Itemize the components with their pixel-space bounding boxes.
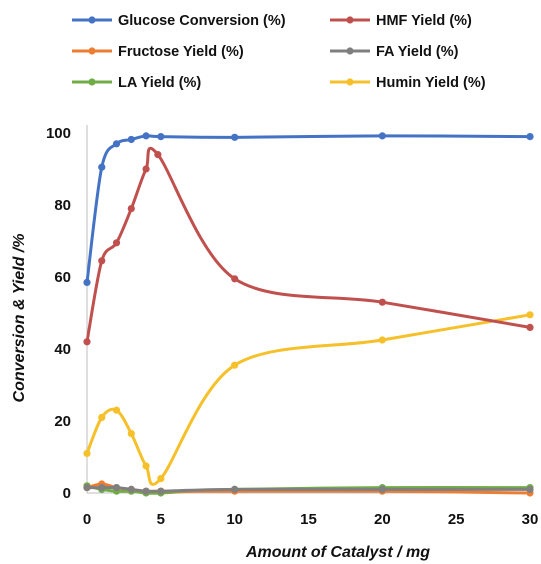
data-point xyxy=(142,488,149,495)
y-tick-label: 60 xyxy=(54,269,71,286)
data-point xyxy=(142,132,149,139)
legend-swatch-marker xyxy=(88,16,95,23)
legend-swatch-marker xyxy=(88,47,95,54)
data-point xyxy=(526,133,533,140)
data-point xyxy=(113,140,120,147)
data-point xyxy=(526,486,533,493)
series-line xyxy=(87,148,530,342)
data-point xyxy=(98,484,105,491)
data-point xyxy=(379,132,386,139)
data-point xyxy=(231,362,238,369)
legend-item: Humin Yield (%) xyxy=(330,75,486,91)
data-point xyxy=(154,151,161,158)
y-tick-label: 80 xyxy=(54,197,71,214)
y-tick-label: 40 xyxy=(54,341,71,358)
series-layer xyxy=(83,132,533,496)
series-line xyxy=(87,136,530,283)
legend-label: Humin Yield (%) xyxy=(376,75,486,91)
data-point xyxy=(231,486,238,493)
x-axis-title: Amount of Catalyst / mg xyxy=(245,544,430,561)
x-tick-label: 5 xyxy=(157,511,165,528)
legend-swatch-marker xyxy=(88,78,95,85)
data-point xyxy=(83,338,90,345)
x-tick-label: 0 xyxy=(83,511,91,528)
data-point xyxy=(83,279,90,286)
legend-item: Glucose Conversion (%) xyxy=(72,13,286,29)
y-tick-label: 0 xyxy=(63,485,71,502)
legend-item: HMF Yield (%) xyxy=(330,13,472,29)
data-point xyxy=(113,239,120,246)
legend-swatch-marker xyxy=(346,47,353,54)
x-tick-label: 10 xyxy=(226,511,243,528)
data-point xyxy=(128,486,135,493)
legend-swatch-marker xyxy=(346,78,353,85)
data-point xyxy=(231,275,238,282)
data-point xyxy=(128,430,135,437)
data-point xyxy=(379,336,386,343)
data-point xyxy=(526,311,533,318)
data-point xyxy=(128,205,135,212)
data-point xyxy=(98,164,105,171)
y-axis-title: Conversion & Yield /% xyxy=(11,234,28,403)
chart-legend: Glucose Conversion (%) HMF Yield (%) Fruct… xyxy=(72,13,486,91)
legend-swatch-marker xyxy=(346,16,353,23)
data-point xyxy=(157,133,164,140)
x-tick-label: 25 xyxy=(448,511,465,528)
legend-label: Fructose Yield (%) xyxy=(118,44,244,60)
series-line xyxy=(87,315,530,485)
data-point xyxy=(113,484,120,491)
data-point xyxy=(142,165,149,172)
series-5 xyxy=(83,311,533,484)
x-tick-label: 20 xyxy=(374,511,391,528)
data-point xyxy=(83,450,90,457)
data-point xyxy=(157,475,164,482)
legend-label: Glucose Conversion (%) xyxy=(118,13,286,29)
legend-item: LA Yield (%) xyxy=(72,75,201,91)
series-line xyxy=(87,487,530,491)
x-tick-label: 30 xyxy=(522,511,539,528)
data-point xyxy=(142,462,149,469)
data-point xyxy=(157,488,164,495)
legend-label: HMF Yield (%) xyxy=(376,13,472,29)
data-point xyxy=(98,414,105,421)
legend-item: Fructose Yield (%) xyxy=(72,44,244,60)
data-point xyxy=(379,486,386,493)
data-point xyxy=(83,484,90,491)
legend-label: FA Yield (%) xyxy=(376,44,459,60)
legend-item: FA Yield (%) xyxy=(330,44,459,60)
chart-axes xyxy=(87,125,530,493)
legend-label: LA Yield (%) xyxy=(118,75,201,91)
y-tick-label: 100 xyxy=(46,125,71,142)
data-point xyxy=(379,299,386,306)
series-0 xyxy=(83,132,533,286)
data-point xyxy=(98,257,105,264)
data-point xyxy=(128,136,135,143)
x-tick-label: 15 xyxy=(300,511,317,528)
y-tick-label: 20 xyxy=(54,413,71,430)
data-point xyxy=(526,324,533,331)
data-point xyxy=(231,134,238,141)
data-point xyxy=(113,407,120,414)
series-1 xyxy=(83,148,533,345)
